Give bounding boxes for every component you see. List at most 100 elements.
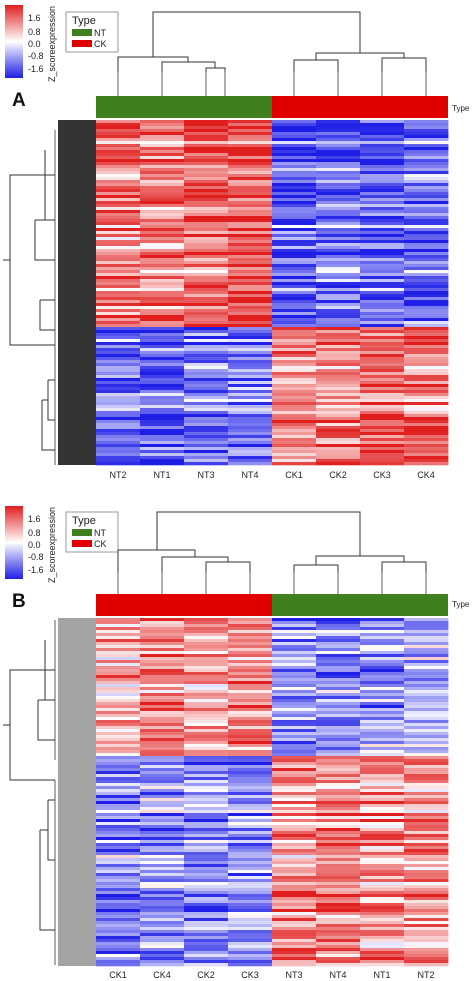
heatmap-cell [272,921,317,925]
heatmap-cell [316,180,361,184]
heatmap-cell [184,678,229,682]
heatmap-cell [184,273,229,277]
heatmap-cell [96,432,141,436]
heatmap-cell [316,831,361,835]
heatmap-cell [360,351,405,355]
heatmap-cell [228,441,273,445]
heatmap-cell [228,279,273,283]
heatmap-cell [404,630,449,634]
heatmap-cell [360,858,405,862]
heatmap-cell [404,741,449,745]
heatmap-cell [184,663,229,667]
heatmap-cell [316,732,361,736]
heatmap-cell [228,237,273,241]
heatmap-cell [360,864,405,868]
column-dendrogram-b [117,511,427,594]
heatmap-cell [184,441,229,445]
heatmap-cell [404,906,449,910]
heatmap-cell [140,141,185,145]
colorbar-tick-b: 0.8 [28,528,41,538]
heatmap-cell [404,951,449,955]
heatmap-cell [272,132,317,136]
heatmap-cell [96,162,141,166]
heatmap-cell [96,243,141,247]
heatmap-cell [360,348,405,352]
heatmap-cell [272,207,317,211]
column-label: CK1 [109,970,127,980]
heatmap-cell [404,228,449,232]
heatmap-cell [228,276,273,280]
heatmap-cell [272,672,317,676]
heatmap-cell [404,747,449,751]
heatmap-cell [272,234,317,238]
heatmap-cell [272,636,317,640]
heatmap-cell [272,192,317,196]
heatmap-cell [228,666,273,670]
heatmap-cell [316,456,361,460]
heatmap-cell [272,906,317,910]
heatmap-cell [228,231,273,235]
heatmap-cell [404,303,449,307]
heatmap-cell [184,936,229,940]
heatmap-cell [360,165,405,169]
heatmap-cell [404,132,449,136]
heatmap-cell [184,390,229,394]
heatmap-cell [272,135,317,139]
heatmap-cell [360,912,405,916]
heatmap-cell [272,369,317,373]
heatmap-cell [316,168,361,172]
heatmap-cell [316,738,361,742]
heatmap-cell [272,228,317,232]
heatmap-cell [360,216,405,220]
heatmap-cell [360,450,405,454]
heatmap-cell [360,735,405,739]
heatmap-cell [316,657,361,661]
heatmap-cell [404,795,449,799]
heatmap-cell [140,270,185,274]
colorbar-tick-b: -0.8 [28,552,44,562]
heatmap-cell [272,171,317,175]
heatmap-cell [404,213,449,217]
heatmap-cell [360,936,405,940]
heatmap-cell [316,372,361,376]
heatmap-cell [360,321,405,325]
heatmap-cell [140,945,185,949]
heatmap-cell [360,624,405,628]
heatmap-cell [228,897,273,901]
heatmap-cell [140,414,185,418]
heatmap-cell [228,336,273,340]
heatmap-cell [228,306,273,310]
heatmap-cell [272,738,317,742]
heatmap-cell [316,645,361,649]
heatmap-cell [96,891,141,895]
heatmap-cell [360,141,405,145]
heatmap-cell [360,405,405,409]
heatmap-cell [272,663,317,667]
heatmap-cell [404,147,449,151]
heatmap-cell [140,174,185,178]
heatmap-cell [316,933,361,937]
heatmap-cell [316,420,361,424]
heatmap-cell [360,240,405,244]
heatmap-cell [228,417,273,421]
heatmap-cell [228,321,273,325]
heatmap-cell [184,309,229,313]
heatmap-cell [228,459,273,463]
heatmap-cell [96,780,141,784]
heatmap-cell [360,129,405,133]
heatmap-cell [360,159,405,163]
heatmap-cell [360,618,405,622]
heatmap-cell [228,123,273,127]
legend-swatch-nt-b [72,529,92,536]
heatmap-cell [360,798,405,802]
heatmap-cell [316,765,361,769]
heatmap-cell [140,894,185,898]
heatmap-cell [96,345,141,349]
heatmap-cell [360,909,405,913]
heatmap-cell [316,633,361,637]
heatmap-cell [360,177,405,181]
heatmap-cell [140,687,185,691]
heatmap-cell [184,165,229,169]
heatmap-cell [316,336,361,340]
heatmap-cell [316,417,361,421]
